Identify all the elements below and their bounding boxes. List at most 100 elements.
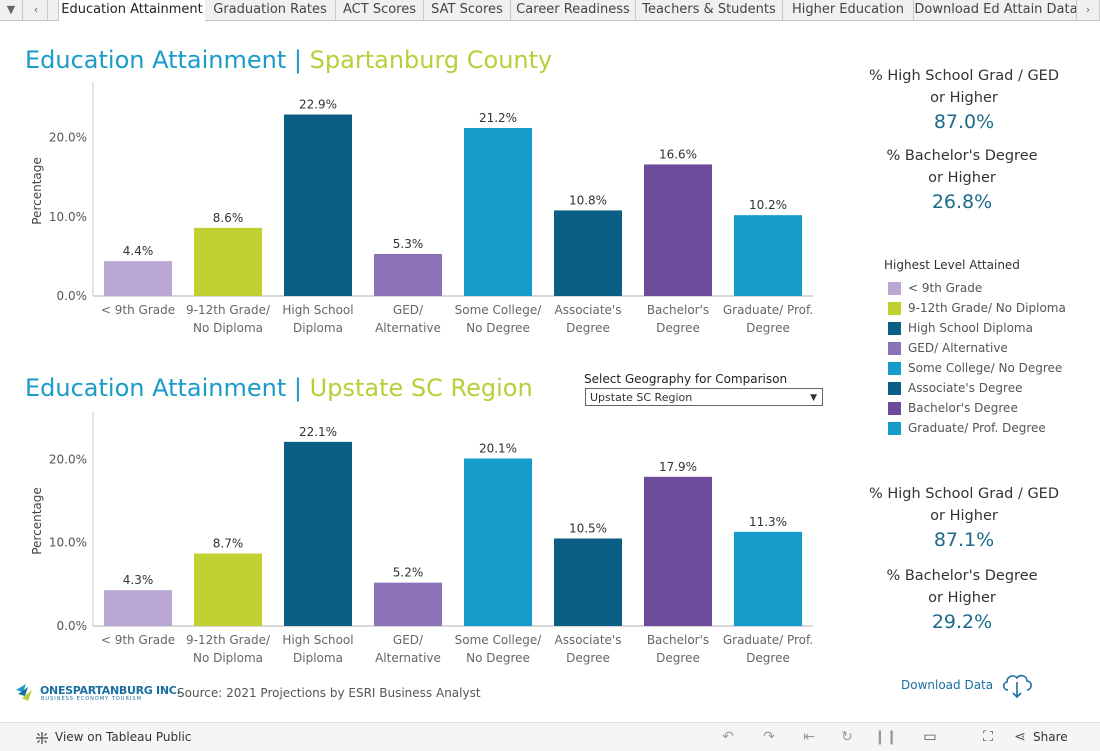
logo-mark-icon bbox=[16, 684, 32, 701]
chart2-bar-value-label: 17.9% bbox=[659, 460, 697, 474]
kpi2-hs-grad: % High School Grad / GED or Higher 87.1% bbox=[844, 483, 1084, 553]
tab-download-ed-attain-data[interactable]: Download Ed Attain Data bbox=[914, 0, 1079, 20]
tab-act-scores[interactable]: ACT Scores bbox=[336, 0, 424, 20]
kpi1-hs-label-1: % High School Grad / GED bbox=[868, 68, 1060, 84]
legend-item[interactable]: Graduate/ Prof. Degree bbox=[884, 418, 1084, 438]
chart1-y-tick-label: 20.0% bbox=[49, 131, 87, 145]
chart1-title: Education Attainment | Spartanburg Count… bbox=[25, 46, 552, 74]
chart2-y-tick-label: 10.0% bbox=[49, 536, 87, 550]
refresh-icon[interactable]: ↻ bbox=[841, 729, 853, 745]
chart1-x-tick-label: No Degree bbox=[466, 321, 530, 335]
chart1-bar-value-label: 4.4% bbox=[123, 244, 154, 258]
download-data-link[interactable]: Download Data bbox=[901, 678, 994, 692]
tab-sat-scores[interactable]: SAT Scores bbox=[424, 0, 511, 20]
kpi2-ba-label-1: % Bachelor's Degree bbox=[886, 568, 1038, 584]
chart1-bar-value-label: 10.2% bbox=[749, 198, 787, 212]
tab-career-readiness[interactable]: Career Readiness bbox=[511, 0, 636, 20]
chart1-bar bbox=[644, 164, 712, 296]
legend-item[interactable]: Bachelor's Degree bbox=[884, 398, 1084, 418]
legend-swatch bbox=[888, 281, 901, 295]
fullscreen-icon[interactable]: ⛶ bbox=[983, 729, 993, 745]
tabs-menu-caret-down-icon[interactable]: ▼ bbox=[0, 0, 23, 20]
view-on-tableau-public-link[interactable]: View on Tableau Public bbox=[55, 730, 192, 744]
chart2-x-tick-label: 9-12th Grade/ bbox=[186, 633, 271, 647]
tab-graduation-rates[interactable]: Graduation Rates bbox=[205, 0, 336, 20]
share-icon[interactable]: ⋖ bbox=[1014, 729, 1026, 745]
legend-item[interactable]: GED/ Alternative bbox=[884, 338, 1084, 358]
chart2-x-tick-label: GED/ bbox=[393, 633, 424, 647]
chart2-y-tick-label: 20.0% bbox=[49, 452, 87, 466]
tabs-scroll-right-chevron-right-icon[interactable]: › bbox=[1076, 0, 1100, 20]
chart2-bar-chart: Percentage 0.0% 10.0% 20.0% 4.3% < 9th Grade 8… bbox=[30, 412, 813, 665]
chart2-bar bbox=[554, 538, 622, 626]
chart1-bar-value-label: 22.9% bbox=[299, 98, 337, 112]
cloud-download-icon[interactable] bbox=[1000, 670, 1034, 700]
legend-item[interactable]: Some College/ No Degree bbox=[884, 358, 1084, 378]
legend-label: Bachelor's Degree bbox=[908, 401, 1018, 415]
chart1-y-axis-title: Percentage bbox=[30, 157, 44, 225]
chart1-bar bbox=[374, 254, 442, 296]
legend-item[interactable]: < 9th Grade bbox=[884, 278, 1084, 298]
tab-higher-education[interactable]: Higher Education bbox=[783, 0, 914, 20]
pause-icon[interactable]: ❙❙ bbox=[874, 729, 898, 745]
legend-label: Associate's Degree bbox=[908, 381, 1023, 395]
chart1-x-tick-label: Diploma bbox=[293, 321, 343, 335]
kpi2-ba-value: 29.2% bbox=[931, 611, 993, 633]
chart2-x-tick-label: Degree bbox=[746, 651, 790, 665]
redo-icon[interactable]: ↷ bbox=[763, 729, 775, 745]
chart1-x-tick-label: No Diploma bbox=[193, 321, 263, 335]
chart2-bar-value-label: 4.3% bbox=[123, 573, 154, 587]
kpi1-hs-value: 87.0% bbox=[933, 111, 995, 133]
chart2-y-tick-label: 0.0% bbox=[57, 619, 88, 633]
legend-swatch bbox=[888, 361, 901, 375]
chart1-bar-value-label: 16.6% bbox=[659, 147, 697, 161]
chart2-x-tick-label: Diploma bbox=[293, 651, 343, 665]
chart1-x-tick-label: Degree bbox=[746, 321, 790, 335]
legend-item[interactable]: High School Diploma bbox=[884, 318, 1084, 338]
chart1-y-tick-label: 10.0% bbox=[49, 210, 87, 224]
chart1-x-tick-label: Degree bbox=[656, 321, 700, 335]
chart1-x-tick-label: < 9th Grade bbox=[101, 303, 175, 317]
geography-select[interactable]: Upstate SC Region ▼ bbox=[585, 388, 823, 406]
kpi2-hs-value: 87.1% bbox=[933, 529, 995, 551]
legend: Highest Level Attained < 9th Grade 9-12th… bbox=[884, 258, 1084, 438]
kpi1-bachelors: % Bachelor's Degree or Higher 26.8% bbox=[842, 145, 1082, 215]
chart1-bar-value-label: 8.6% bbox=[213, 211, 244, 225]
chart1-title-sep: | bbox=[293, 46, 303, 74]
chart1-x-tick-label: Bachelor's bbox=[647, 303, 709, 317]
revert-icon[interactable]: ⇤ bbox=[803, 729, 815, 745]
legend-label: < 9th Grade bbox=[908, 281, 983, 295]
tabs-scroll-left-chevron-left-icon[interactable]: ‹ bbox=[25, 0, 48, 20]
caret-down-icon: ▼ bbox=[810, 393, 817, 403]
legend-swatch bbox=[888, 321, 901, 335]
legend-label: 9-12th Grade/ No Diploma bbox=[908, 301, 1066, 315]
chart2-x-tick-label: No Degree bbox=[466, 651, 530, 665]
chart2-bar bbox=[284, 441, 352, 626]
kpi1-ba-value: 26.8% bbox=[931, 191, 993, 213]
chart2-bar-value-label: 11.3% bbox=[749, 515, 787, 529]
legend-item[interactable]: Associate's Degree bbox=[884, 378, 1084, 398]
geography-select-value: Upstate SC Region bbox=[590, 391, 693, 404]
chart2-bar bbox=[104, 590, 172, 626]
chart2-bar-value-label: 22.1% bbox=[299, 425, 337, 439]
share-button[interactable]: Share bbox=[1033, 730, 1068, 744]
legend-swatch bbox=[888, 301, 901, 315]
chart2-bar-value-label: 5.2% bbox=[393, 566, 424, 580]
chart2-bar-value-label: 8.7% bbox=[213, 537, 244, 551]
chart1-x-tick-label: Degree bbox=[566, 321, 610, 335]
kpi2-ba-label-2: or Higher bbox=[928, 590, 996, 606]
kpi1-hs-label-2: or Higher bbox=[930, 90, 998, 106]
chart2-x-tick-label: High School bbox=[282, 633, 353, 647]
legend-label: Some College/ No Degree bbox=[908, 361, 1063, 375]
legend-item[interactable]: 9-12th Grade/ No Diploma bbox=[884, 298, 1084, 318]
logo-name: ONESPARTANBURG INC. bbox=[40, 684, 181, 697]
chart1-bar-chart: Percentage 0.0% 10.0% 20.0% 4.4% < 9th Grade 8… bbox=[30, 82, 813, 335]
undo-icon[interactable]: ↶ bbox=[722, 729, 734, 745]
chart2-x-tick-label: < 9th Grade bbox=[101, 633, 175, 647]
tab-teachers-students[interactable]: Teachers & Students bbox=[636, 0, 783, 20]
chart2-title-main: Education Attainment bbox=[25, 374, 287, 402]
device-layout-icon[interactable]: ▭ bbox=[923, 729, 937, 745]
chart2-x-tick-label: Bachelor's bbox=[647, 633, 709, 647]
tab-education-attainment[interactable]: Education Attainment bbox=[58, 0, 206, 21]
chart2-bar bbox=[374, 582, 442, 626]
